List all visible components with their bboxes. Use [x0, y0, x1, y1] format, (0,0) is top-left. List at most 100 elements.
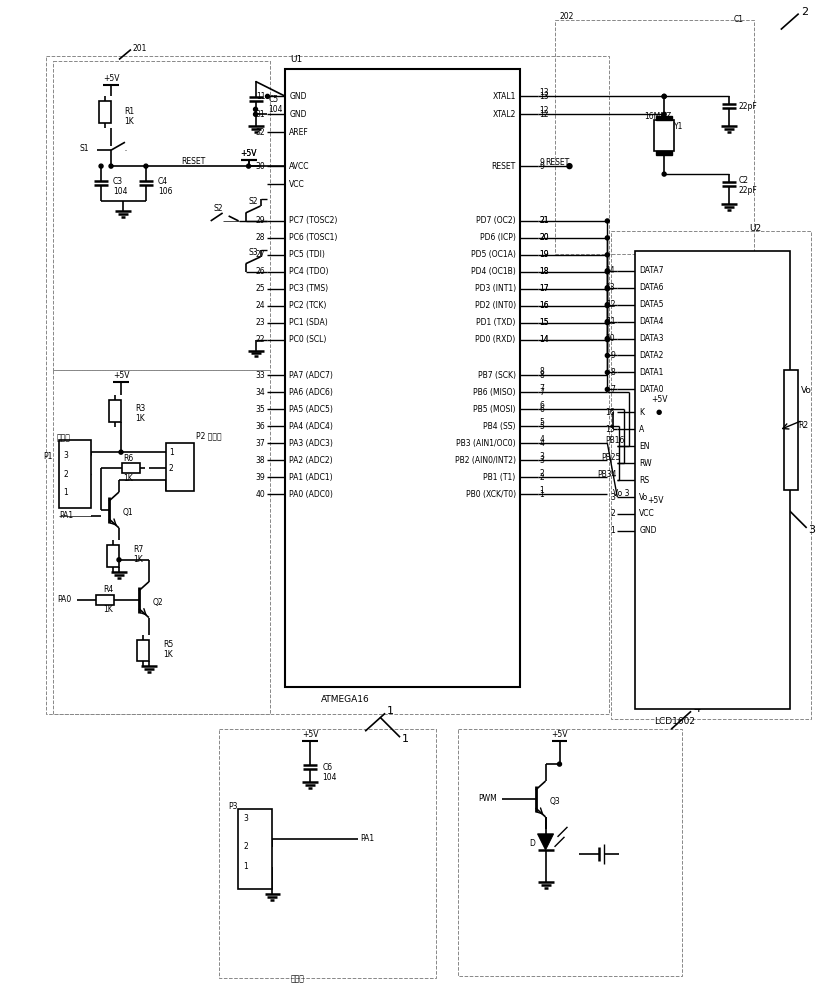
Text: 10: 10	[605, 334, 615, 343]
Text: 2: 2	[801, 7, 808, 17]
Text: PA3 (ADC3): PA3 (ADC3)	[289, 439, 333, 448]
Text: DATA7: DATA7	[639, 266, 664, 275]
Bar	[46, 56, 609, 714]
Text: PD3 (INT1): PD3 (INT1)	[475, 284, 516, 293]
Text: RESET: RESET	[491, 162, 516, 171]
Text: 调制管: 调制管	[56, 434, 70, 443]
Text: 21: 21	[539, 216, 549, 225]
Text: 12: 12	[539, 110, 549, 119]
Circle shape	[605, 387, 609, 391]
Text: 20: 20	[539, 233, 549, 242]
Text: 6: 6	[539, 401, 544, 410]
Text: PC4 (TDO): PC4 (TDO)	[289, 267, 329, 276]
Text: 6: 6	[539, 405, 544, 414]
Text: XTAL2: XTAL2	[492, 110, 516, 119]
Text: RESET: RESET	[546, 158, 570, 167]
Text: PWM: PWM	[478, 794, 496, 803]
Text: 23: 23	[256, 318, 265, 327]
Text: 8: 8	[610, 368, 615, 377]
Text: 201: 201	[133, 44, 147, 53]
Circle shape	[605, 286, 609, 290]
Text: PC0 (SCL): PC0 (SCL)	[289, 335, 327, 344]
Text: 3: 3	[809, 525, 815, 535]
Text: GND: GND	[289, 92, 307, 101]
Text: U1: U1	[290, 55, 303, 64]
Text: 26: 26	[256, 267, 265, 276]
Text: PB25: PB25	[602, 453, 621, 462]
Text: 12: 12	[606, 300, 615, 309]
Text: 34: 34	[256, 388, 265, 397]
Text: A: A	[639, 425, 644, 434]
Text: PB6 (MISO): PB6 (MISO)	[473, 388, 516, 397]
Text: PD5 (OC1A): PD5 (OC1A)	[471, 250, 516, 259]
Circle shape	[567, 164, 572, 169]
Text: 16: 16	[605, 408, 615, 417]
Text: GND: GND	[639, 526, 657, 535]
Text: PB16: PB16	[605, 436, 625, 445]
Circle shape	[254, 112, 257, 116]
Bar	[611, 231, 810, 719]
Text: 8: 8	[539, 367, 544, 376]
Text: PB0 (XCK/T0): PB0 (XCK/T0)	[466, 490, 516, 499]
Text: 18: 18	[539, 267, 549, 276]
Text: AREF: AREF	[289, 128, 309, 137]
Bar	[654, 120, 674, 151]
Text: 9: 9	[539, 158, 544, 167]
Text: +5V: +5V	[647, 496, 663, 505]
Text: PB7 (SCK): PB7 (SCK)	[478, 371, 516, 380]
Bar	[285, 69, 519, 687]
Text: PA1 (ADC1): PA1 (ADC1)	[289, 473, 333, 482]
Text: DATA0: DATA0	[639, 385, 664, 394]
Circle shape	[605, 337, 609, 341]
Text: 38: 38	[256, 456, 265, 465]
Text: U2: U2	[749, 224, 761, 233]
Text: 104: 104	[323, 773, 337, 782]
Text: 2: 2	[63, 470, 68, 479]
Text: PC7 (TOSC2): PC7 (TOSC2)	[289, 216, 337, 225]
Text: 9: 9	[539, 162, 544, 171]
Circle shape	[605, 338, 609, 342]
Circle shape	[662, 94, 667, 98]
Text: 1: 1	[244, 862, 248, 871]
Text: 4: 4	[539, 435, 544, 444]
Text: PB1 (T1): PB1 (T1)	[484, 473, 516, 482]
Bar	[656, 116, 672, 120]
Circle shape	[605, 269, 609, 273]
Text: 2: 2	[539, 473, 544, 482]
Circle shape	[605, 236, 609, 240]
Text: 106: 106	[158, 187, 172, 196]
Text: 28: 28	[256, 233, 265, 242]
Text: 31: 31	[256, 110, 265, 119]
Text: 15: 15	[539, 318, 549, 327]
Text: R7: R7	[133, 545, 143, 554]
Text: 30: 30	[256, 162, 265, 171]
Text: 27: 27	[256, 250, 265, 259]
Text: EN: EN	[639, 442, 650, 451]
Text: 3: 3	[539, 456, 544, 465]
Text: 22: 22	[256, 335, 265, 344]
Text: 13: 13	[605, 283, 615, 292]
Text: 1K: 1K	[133, 555, 143, 564]
Bar	[137, 640, 149, 661]
Bar	[109, 400, 121, 422]
Bar	[656, 151, 672, 155]
Text: 1K: 1K	[135, 414, 145, 423]
Text: PB34: PB34	[598, 470, 617, 479]
Circle shape	[605, 219, 609, 223]
Text: 202: 202	[560, 12, 574, 21]
Circle shape	[605, 370, 609, 374]
Text: +5V: +5V	[241, 149, 257, 158]
Text: PC6 (TOSC1): PC6 (TOSC1)	[289, 233, 337, 242]
Bar	[458, 729, 682, 976]
Bar	[53, 61, 270, 370]
Text: 104: 104	[113, 187, 127, 196]
Text: 20: 20	[539, 233, 549, 242]
Text: PA5 (ADC5): PA5 (ADC5)	[289, 405, 333, 414]
Text: C6: C6	[323, 763, 332, 772]
Text: Y1: Y1	[674, 122, 683, 131]
Text: PA1: PA1	[361, 834, 375, 843]
Text: 1: 1	[169, 448, 174, 457]
Text: PD2 (INT0): PD2 (INT0)	[475, 301, 516, 310]
Circle shape	[662, 172, 667, 176]
Text: S1: S1	[79, 144, 88, 153]
